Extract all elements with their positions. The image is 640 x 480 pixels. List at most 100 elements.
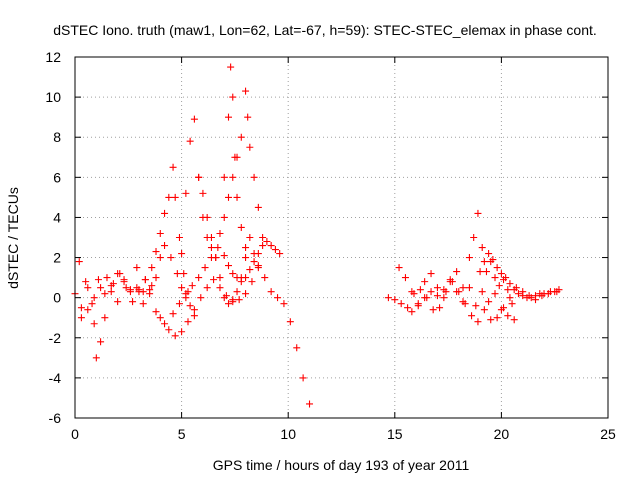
- axis-ticks: 0 5 10 15 20 25 -6 -4 -2 0 2 4 6 8 10 12: [45, 49, 616, 442]
- data-point: [220, 252, 228, 260]
- data-point: [384, 294, 392, 302]
- data-point: [233, 193, 241, 201]
- data-point: [182, 189, 190, 197]
- data-point: [169, 163, 177, 171]
- data-point: [173, 270, 181, 278]
- y-tick-label: 4: [53, 209, 61, 225]
- data-point: [504, 286, 512, 294]
- data-point: [280, 300, 288, 308]
- data-point: [246, 234, 254, 241]
- data-point: [207, 244, 215, 252]
- data-series-arc-f: [152, 262, 314, 408]
- data-series-arc-l: [395, 209, 516, 308]
- data-point: [271, 246, 279, 254]
- data-point: [267, 288, 275, 296]
- data-point: [421, 278, 429, 286]
- data-point: [186, 302, 194, 310]
- data-point: [546, 288, 554, 296]
- data-point: [182, 290, 190, 298]
- data-point: [248, 278, 256, 286]
- data-series-arc-k: [384, 278, 563, 326]
- data-point: [220, 173, 228, 181]
- data-point: [478, 244, 486, 252]
- data-point: [508, 300, 516, 308]
- data-point: [274, 294, 282, 302]
- data-point: [459, 298, 467, 306]
- data-point: [225, 193, 233, 201]
- data-point: [233, 153, 241, 161]
- data-point: [510, 286, 518, 294]
- data-point: [493, 264, 501, 272]
- data-point: [433, 292, 441, 300]
- data-point: [299, 374, 307, 382]
- data-point: [207, 234, 215, 241]
- data-point: [216, 274, 224, 282]
- data-series-arc-d: [135, 163, 192, 296]
- data-point: [210, 276, 218, 284]
- data-point: [201, 264, 209, 272]
- plot-area: [71, 63, 563, 408]
- data-point: [242, 87, 250, 95]
- data-point: [440, 294, 448, 302]
- data-point: [94, 276, 102, 284]
- data-point: [180, 270, 188, 278]
- data-point: [497, 306, 505, 314]
- data-point: [188, 282, 196, 290]
- data-point: [532, 292, 540, 300]
- data-point: [510, 316, 518, 324]
- data-point: [152, 274, 160, 282]
- data-point: [246, 143, 254, 151]
- data-point: [404, 304, 412, 312]
- data-point: [433, 284, 441, 292]
- data-point: [408, 288, 416, 296]
- data-point: [474, 318, 482, 326]
- data-series-arc-h: [178, 63, 250, 262]
- data-point: [229, 93, 237, 101]
- data-point: [178, 284, 186, 292]
- data-point: [436, 304, 444, 312]
- data-point: [165, 326, 173, 334]
- data-point: [197, 294, 205, 302]
- data-point: [459, 284, 467, 292]
- data-point: [237, 274, 245, 282]
- data-point: [276, 250, 284, 258]
- data-point: [97, 338, 105, 346]
- data-point: [246, 266, 254, 274]
- data-point: [216, 229, 224, 237]
- y-tick-label: -2: [49, 330, 62, 346]
- data-point: [141, 276, 149, 284]
- data-point: [421, 294, 429, 302]
- y-axis-label: dSTEC / TECUs: [5, 187, 21, 289]
- data-point: [235, 296, 243, 304]
- x-tick-label: 10: [280, 426, 296, 442]
- data-series-arc-i: [195, 173, 262, 308]
- data-point: [227, 63, 235, 71]
- y-tick-label: 0: [53, 290, 61, 306]
- data-point: [391, 296, 399, 304]
- data-series-arc-g: [169, 238, 284, 318]
- data-point: [84, 306, 92, 314]
- data-point: [472, 302, 480, 310]
- x-axis-label: GPS time / hours of day 193 of year 2011: [213, 457, 470, 473]
- data-point: [161, 209, 169, 217]
- data-point: [190, 306, 198, 314]
- data-point: [90, 320, 98, 328]
- data-series-arc-n: [476, 250, 561, 302]
- data-point: [491, 290, 499, 298]
- y-tick-label: 6: [53, 169, 61, 185]
- data-point: [233, 288, 241, 296]
- data-point: [165, 193, 173, 201]
- data-point: [397, 300, 405, 308]
- data-point: [216, 284, 224, 292]
- data-point: [84, 284, 92, 292]
- data-point: [135, 286, 143, 294]
- gridlines: [75, 57, 608, 418]
- data-point: [453, 268, 461, 276]
- data-point: [491, 274, 499, 282]
- data-point: [493, 314, 501, 322]
- data-point: [470, 234, 478, 241]
- data-point: [184, 318, 192, 326]
- data-point: [527, 294, 535, 302]
- data-point: [92, 354, 100, 362]
- data-point: [229, 270, 237, 278]
